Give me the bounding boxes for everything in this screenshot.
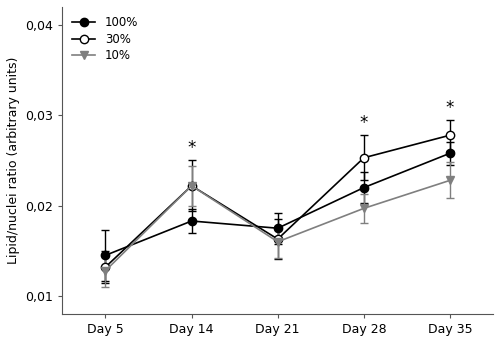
Legend: 100%, 30%, 10%: 100%, 30%, 10% xyxy=(68,13,142,66)
Text: *: * xyxy=(360,114,368,132)
Text: *: * xyxy=(188,139,196,157)
Y-axis label: Lipid/nuclei ratio (arbitrary units): Lipid/nuclei ratio (arbitrary units) xyxy=(7,57,20,264)
Text: *: * xyxy=(446,99,454,117)
